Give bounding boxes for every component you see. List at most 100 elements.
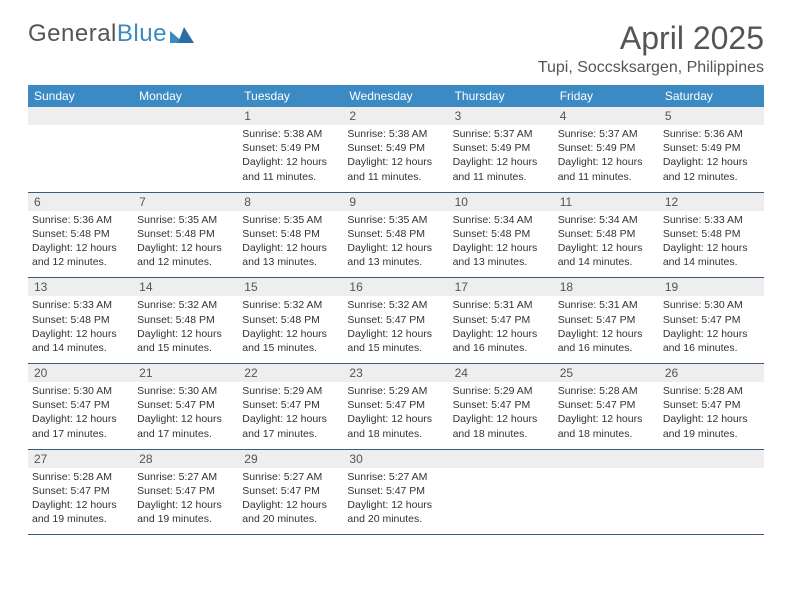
- daylight-line: and 14 minutes.: [32, 341, 129, 355]
- sunrise-line: Sunrise: 5:35 AM: [242, 213, 339, 227]
- daylight-line: Daylight: 12 hours: [137, 327, 234, 341]
- sunset-line: Sunset: 5:48 PM: [137, 227, 234, 241]
- sunset-line: Sunset: 5:48 PM: [32, 313, 129, 327]
- daylight-line: and 19 minutes.: [32, 512, 129, 526]
- day-cell: 28Sunrise: 5:27 AMSunset: 5:47 PMDayligh…: [133, 450, 238, 535]
- daylight-line: Daylight: 12 hours: [242, 155, 339, 169]
- day-number: 21: [133, 364, 238, 382]
- daylight-line: and 16 minutes.: [453, 341, 550, 355]
- daylight-line: and 13 minutes.: [242, 255, 339, 269]
- day-number: [659, 450, 764, 468]
- daylight-line: Daylight: 12 hours: [558, 412, 655, 426]
- location: Tupi, Soccsksargen, Philippines: [538, 59, 764, 77]
- sunset-line: Sunset: 5:47 PM: [453, 313, 550, 327]
- day-cell: 23Sunrise: 5:29 AMSunset: 5:47 PMDayligh…: [343, 364, 448, 449]
- day-number: [449, 450, 554, 468]
- daylight-line: and 18 minutes.: [453, 427, 550, 441]
- sunrise-line: Sunrise: 5:38 AM: [347, 127, 444, 141]
- sunrise-line: Sunrise: 5:32 AM: [137, 298, 234, 312]
- sunrise-line: Sunrise: 5:30 AM: [663, 298, 760, 312]
- day-number: 16: [343, 278, 448, 296]
- week-row: 20Sunrise: 5:30 AMSunset: 5:47 PMDayligh…: [28, 364, 764, 450]
- sunset-line: Sunset: 5:48 PM: [242, 313, 339, 327]
- sunrise-line: Sunrise: 5:33 AM: [32, 298, 129, 312]
- daylight-line: and 17 minutes.: [242, 427, 339, 441]
- sunrise-line: Sunrise: 5:36 AM: [32, 213, 129, 227]
- daylight-line: and 11 minutes.: [347, 170, 444, 184]
- day-header-cell: Monday: [133, 85, 238, 107]
- day-number: 3: [449, 107, 554, 125]
- sunrise-line: Sunrise: 5:32 AM: [242, 298, 339, 312]
- sunset-line: Sunset: 5:47 PM: [347, 398, 444, 412]
- daylight-line: and 12 minutes.: [663, 170, 760, 184]
- day-number: 2: [343, 107, 448, 125]
- sunset-line: Sunset: 5:47 PM: [137, 398, 234, 412]
- day-cell: [659, 450, 764, 535]
- sunset-line: Sunset: 5:47 PM: [663, 313, 760, 327]
- day-number: 18: [554, 278, 659, 296]
- day-cell: 19Sunrise: 5:30 AMSunset: 5:47 PMDayligh…: [659, 278, 764, 363]
- daylight-line: Daylight: 12 hours: [663, 155, 760, 169]
- day-cell: 21Sunrise: 5:30 AMSunset: 5:47 PMDayligh…: [133, 364, 238, 449]
- day-cell: 8Sunrise: 5:35 AMSunset: 5:48 PMDaylight…: [238, 193, 343, 278]
- sunset-line: Sunset: 5:47 PM: [453, 398, 550, 412]
- daylight-line: Daylight: 12 hours: [558, 155, 655, 169]
- daylight-line: Daylight: 12 hours: [242, 412, 339, 426]
- day-number: 9: [343, 193, 448, 211]
- daylight-line: and 20 minutes.: [242, 512, 339, 526]
- day-cell: 30Sunrise: 5:27 AMSunset: 5:47 PMDayligh…: [343, 450, 448, 535]
- day-header-row: SundayMondayTuesdayWednesdayThursdayFrid…: [28, 85, 764, 107]
- day-cell: 1 Sunrise: 5:38 AMSunset: 5:49 PMDaylight…: [238, 107, 343, 192]
- daylight-line: Daylight: 12 hours: [453, 155, 550, 169]
- day-number: [28, 107, 133, 125]
- month-title: April 2025: [538, 20, 764, 57]
- sunrise-line: Sunrise: 5:32 AM: [347, 298, 444, 312]
- daylight-line: and 17 minutes.: [137, 427, 234, 441]
- daylight-line: and 17 minutes.: [32, 427, 129, 441]
- day-cell: 17Sunrise: 5:31 AMSunset: 5:47 PMDayligh…: [449, 278, 554, 363]
- day-number: 1: [238, 107, 343, 125]
- day-number: 28: [133, 450, 238, 468]
- sunrise-line: Sunrise: 5:37 AM: [453, 127, 550, 141]
- daylight-line: and 11 minutes.: [558, 170, 655, 184]
- daylight-line: Daylight: 12 hours: [32, 498, 129, 512]
- day-cell: 10Sunrise: 5:34 AMSunset: 5:48 PMDayligh…: [449, 193, 554, 278]
- day-number: [554, 450, 659, 468]
- sunset-line: Sunset: 5:47 PM: [347, 484, 444, 498]
- day-cell: 24Sunrise: 5:29 AMSunset: 5:47 PMDayligh…: [449, 364, 554, 449]
- day-number: 11: [554, 193, 659, 211]
- sunrise-line: Sunrise: 5:29 AM: [347, 384, 444, 398]
- sunrise-line: Sunrise: 5:27 AM: [137, 470, 234, 484]
- sunset-line: Sunset: 5:48 PM: [347, 227, 444, 241]
- logo-icon: [170, 25, 194, 43]
- sunset-line: Sunset: 5:48 PM: [137, 313, 234, 327]
- day-cell: 3Sunrise: 5:37 AMSunset: 5:49 PMDaylight…: [449, 107, 554, 192]
- sunrise-line: Sunrise: 5:35 AM: [137, 213, 234, 227]
- daylight-line: Daylight: 12 hours: [137, 412, 234, 426]
- sunrise-line: Sunrise: 5:38 AM: [242, 127, 339, 141]
- sunrise-line: Sunrise: 5:31 AM: [558, 298, 655, 312]
- daylight-line: Daylight: 12 hours: [347, 155, 444, 169]
- daylight-line: Daylight: 12 hours: [242, 498, 339, 512]
- sunset-line: Sunset: 5:49 PM: [242, 141, 339, 155]
- daylight-line: Daylight: 12 hours: [663, 412, 760, 426]
- day-header-cell: Thursday: [449, 85, 554, 107]
- week-row: 27Sunrise: 5:28 AMSunset: 5:47 PMDayligh…: [28, 450, 764, 536]
- sunrise-line: Sunrise: 5:28 AM: [663, 384, 760, 398]
- daylight-line: Daylight: 12 hours: [32, 241, 129, 255]
- header: GeneralBlue April 2025 Tupi, Soccsksarge…: [28, 20, 764, 77]
- day-cell: [554, 450, 659, 535]
- sunset-line: Sunset: 5:49 PM: [347, 141, 444, 155]
- sunrise-line: Sunrise: 5:37 AM: [558, 127, 655, 141]
- day-number: 25: [554, 364, 659, 382]
- daylight-line: Daylight: 12 hours: [242, 327, 339, 341]
- daylight-line: and 20 minutes.: [347, 512, 444, 526]
- daylight-line: Daylight: 12 hours: [558, 327, 655, 341]
- day-number: 23: [343, 364, 448, 382]
- day-header-cell: Wednesday: [343, 85, 448, 107]
- week-row: 6Sunrise: 5:36 AMSunset: 5:48 PMDaylight…: [28, 193, 764, 279]
- day-number: 29: [238, 450, 343, 468]
- day-number: 5: [659, 107, 764, 125]
- sunset-line: Sunset: 5:48 PM: [32, 227, 129, 241]
- sunrise-line: Sunrise: 5:31 AM: [453, 298, 550, 312]
